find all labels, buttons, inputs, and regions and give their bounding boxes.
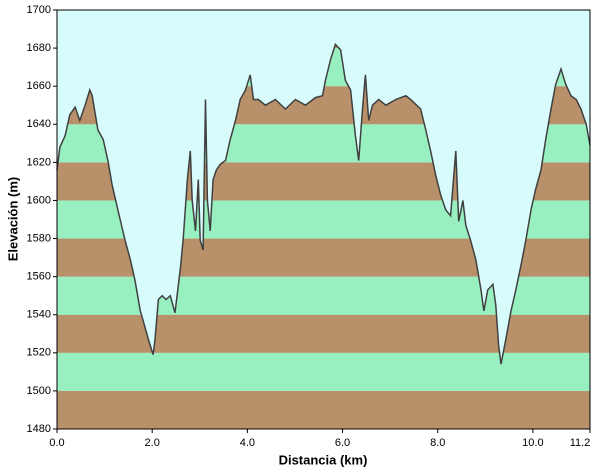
x-tick-label: 11.2 — [570, 437, 591, 449]
elevation-band — [57, 314, 590, 353]
y-tick-label: 1560 — [27, 271, 51, 283]
y-tick-label: 1660 — [27, 80, 51, 92]
y-tick-label: 1640 — [27, 118, 51, 130]
y-tick-label: 1600 — [27, 194, 51, 206]
elevation-band — [57, 352, 590, 391]
y-tick-label: 1700 — [27, 4, 51, 16]
y-tick-label: 1520 — [27, 347, 51, 359]
y-axis-title: Elevación (m) — [5, 177, 20, 262]
y-tick-label: 1540 — [27, 309, 51, 321]
y-tick-label: 1680 — [27, 42, 51, 54]
x-tick-label: 4.0 — [240, 437, 255, 449]
x-tick-label: 6.0 — [335, 437, 350, 449]
plot-frame — [56, 9, 591, 430]
y-tick-label: 1580 — [27, 232, 51, 244]
x-tick-label: 8.0 — [430, 437, 445, 449]
x-tick-label: 0.0 — [49, 437, 64, 449]
x-tick-label: 10.0 — [522, 437, 543, 449]
elevation-band — [57, 390, 590, 429]
y-tick-label: 1480 — [27, 423, 51, 435]
elevation-line — [56, 42, 591, 365]
x-tick-label: 2.0 — [145, 437, 160, 449]
y-tick-label: 1500 — [27, 385, 51, 397]
y-tick-label: 1620 — [27, 156, 51, 168]
x-axis-title: Distancia (km) — [279, 452, 368, 467]
